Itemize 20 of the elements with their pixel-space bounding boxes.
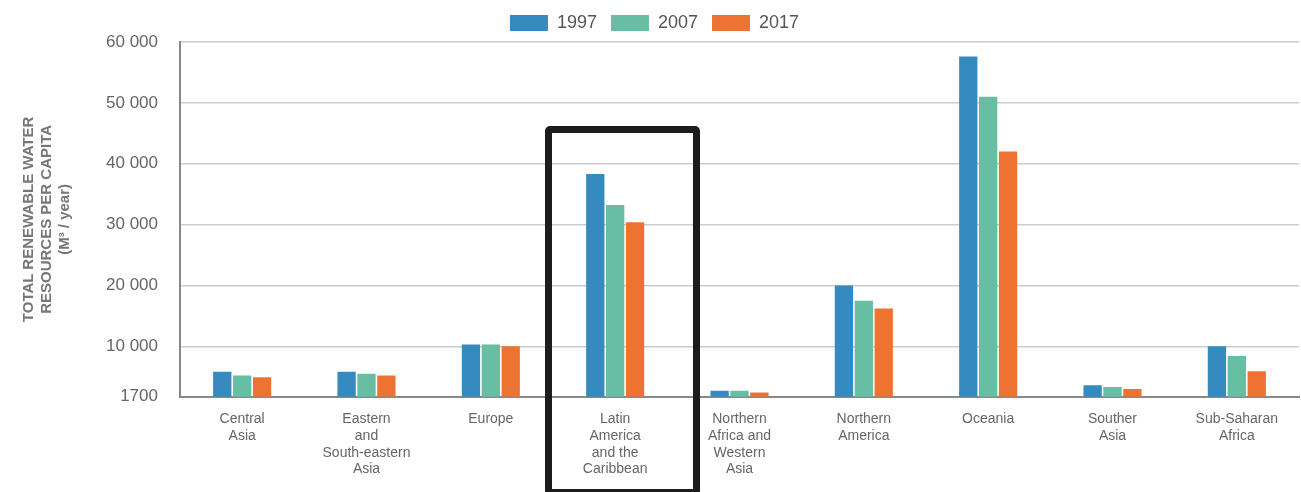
y-tick-label: 20 000 (106, 275, 158, 295)
y-tick-label: 60 000 (106, 31, 158, 51)
y-tick-label: 1700 (120, 386, 158, 406)
x-tick-label: Europe (468, 410, 514, 427)
x-tick-label: Souther Asia (1087, 410, 1138, 443)
legend-label: 2017 (759, 11, 800, 32)
y-axis-title: TOTAL RENEWABLE WATER RESOURCES PER CAPITA (M³ / year) (19, 116, 73, 323)
x-tick-label: Northern Africa and Western Asia (707, 410, 772, 477)
x-tick-label: Northern America (836, 410, 892, 443)
y-tick-label: 50 000 (106, 92, 158, 112)
y-tick-label: 30 000 (106, 214, 158, 234)
x-tick-label: Oceania (962, 410, 1015, 427)
x-tick-label: Central Asia (219, 410, 265, 443)
y-tick-label: 40 000 (106, 153, 158, 173)
y-tick-label: 10 000 (106, 335, 158, 355)
x-tick-label: Latin America and the Caribbean (582, 410, 648, 477)
legend-label: 2007 (657, 11, 699, 32)
x-tick-label: Sub-Saharan Africa (1195, 410, 1279, 443)
legend-label: 1997 (556, 11, 597, 32)
x-tick-label: Eastern and South-eastern Asia (322, 410, 411, 477)
